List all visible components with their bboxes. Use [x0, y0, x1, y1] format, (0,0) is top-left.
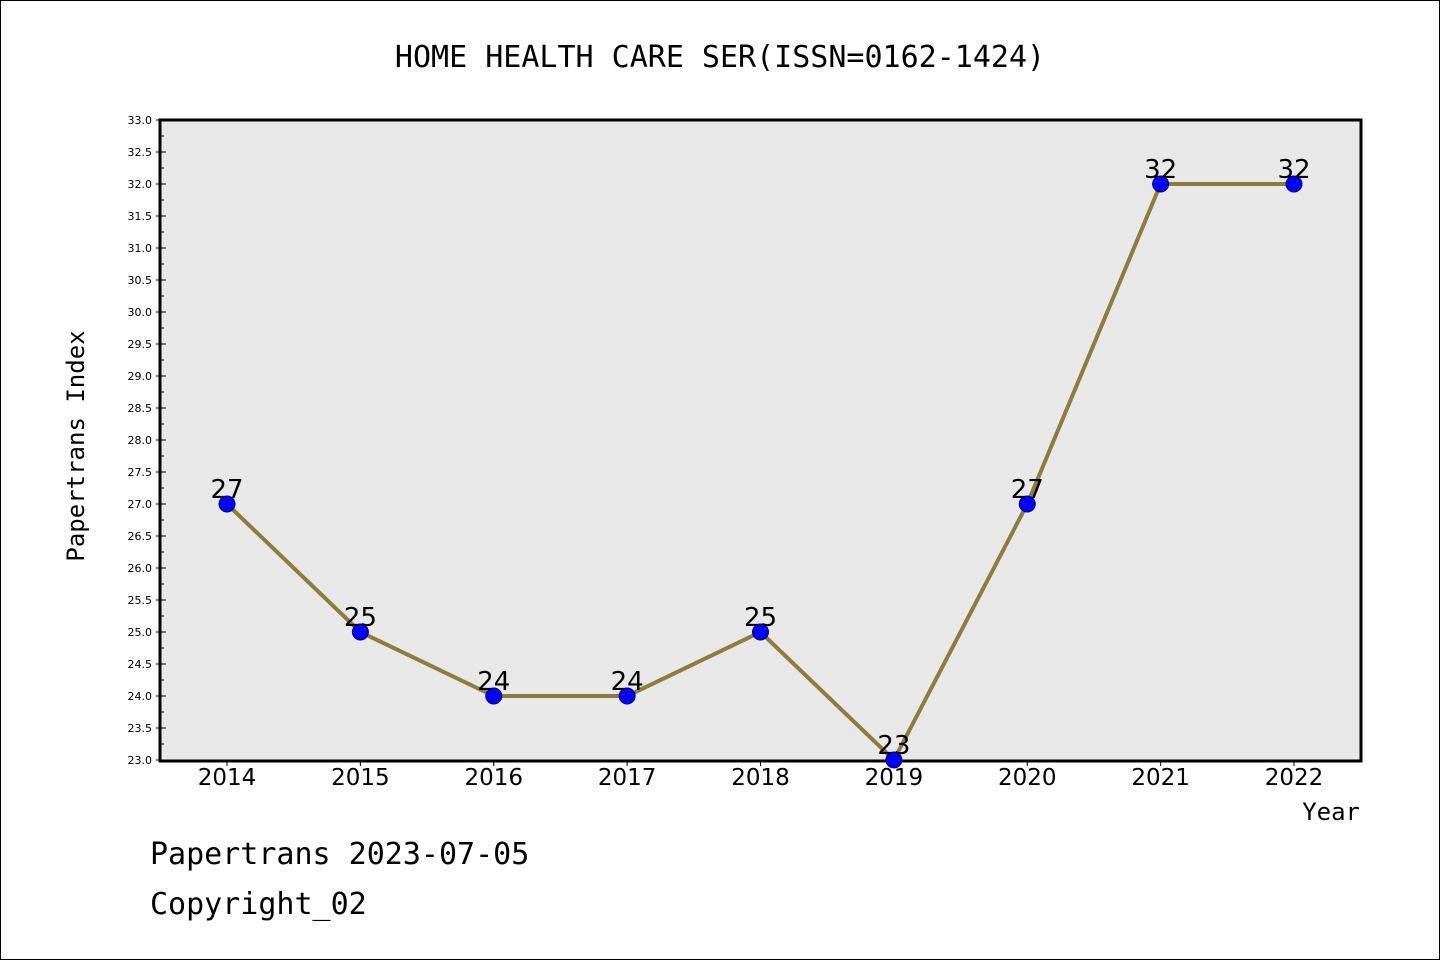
- y-tick-label: 23.0: [128, 754, 153, 767]
- x-axis-label: Year: [1302, 798, 1360, 826]
- y-tick-label: 25.5: [128, 594, 153, 607]
- data-label: 24: [477, 667, 510, 697]
- plot-area: [158, 118, 1363, 763]
- data-point: [752, 623, 769, 641]
- y-axis-label: Papertrans Index: [62, 330, 90, 561]
- y-tick-label: 29.5: [128, 338, 153, 351]
- y-tick-label: 30.0: [128, 306, 153, 319]
- data-labels: 27 25 24 24 25 23 27 32 32: [210, 155, 1310, 761]
- data-label: 25: [344, 603, 377, 633]
- y-tick-label: 30.5: [128, 274, 153, 287]
- data-label: 27: [210, 475, 243, 505]
- x-tick-label: 2015: [331, 765, 390, 791]
- y-tick-label: 25.0: [128, 626, 153, 639]
- data-point: [485, 687, 503, 705]
- footer-copyright: Copyright_02: [150, 887, 367, 922]
- data-label: 32: [1144, 155, 1177, 185]
- x-tick-label: 2021: [1131, 765, 1190, 791]
- x-tick-label: 2017: [598, 765, 657, 791]
- y-tick-label: 23.5: [128, 722, 153, 735]
- x-tick-label: 2014: [198, 765, 257, 791]
- y-tick-label: 32.5: [128, 146, 153, 159]
- x-tick-label: 2019: [865, 765, 924, 791]
- data-point: [618, 687, 636, 705]
- data-label: 27: [1011, 475, 1044, 505]
- data-point: [351, 623, 369, 641]
- x-tick-label: 2016: [464, 765, 523, 791]
- data-label: 23: [877, 731, 910, 761]
- y-tick-label: 24.5: [128, 658, 153, 671]
- x-axis: 2014 2015 2016 2017 2018 2019 2020 2021 2022: [198, 760, 1324, 791]
- y-tick-label: 26.5: [128, 530, 153, 543]
- y-tick-label: 31.0: [128, 242, 153, 255]
- data-label: 32: [1277, 155, 1310, 185]
- y-tick-label: 27.0: [128, 498, 153, 511]
- footer-date: Papertrans 2023-07-05: [150, 837, 529, 872]
- x-tick-label: 2018: [731, 765, 790, 791]
- y-tick-label: 29.0: [128, 370, 153, 383]
- data-point: [1285, 175, 1303, 193]
- data-label: 24: [611, 667, 644, 697]
- data-point: [1018, 495, 1036, 513]
- x-tick-label: 2022: [1265, 765, 1324, 791]
- y-tick-label: 27.5: [128, 466, 153, 479]
- y-axis: 23.0 23.5 24.0 24.5 25.0 25.5 26.0 26.5 27.0 27.5…: [128, 114, 166, 767]
- chart-title: HOME HEALTH CARE SER(ISSN=0162-1424): [395, 40, 1045, 75]
- y-tick-label: 24.0: [128, 690, 153, 703]
- data-point: [1152, 175, 1170, 193]
- data-point: [218, 495, 236, 513]
- data-label: 25: [744, 603, 777, 633]
- y-tick-label: 31.5: [128, 210, 153, 223]
- y-tick-label: 28.5: [128, 402, 153, 415]
- y-tick-label: 32.0: [128, 178, 153, 191]
- x-tick-label: 2020: [998, 765, 1057, 791]
- data-points: [218, 175, 1303, 769]
- y-tick-label: 26.0: [128, 562, 153, 575]
- y-tick-label: 33.0: [128, 114, 153, 127]
- y-tick-label: 28.0: [128, 434, 153, 447]
- data-point: [885, 751, 903, 769]
